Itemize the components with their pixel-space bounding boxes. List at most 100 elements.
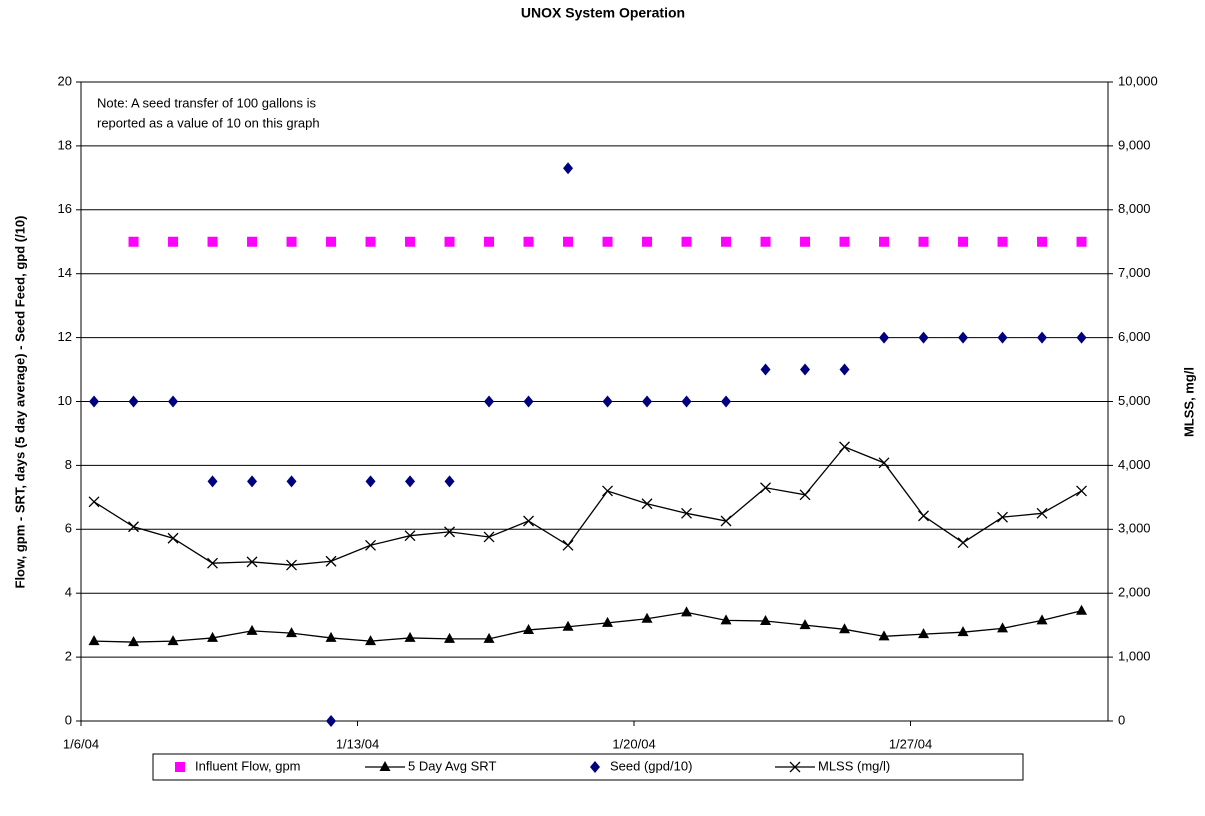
point [602, 485, 613, 497]
point [918, 331, 929, 344]
point [246, 624, 258, 635]
point [1037, 236, 1048, 247]
point [326, 236, 337, 247]
y2-tick-label: 8,000 [1118, 201, 1151, 216]
line [93, 446, 1082, 566]
point [563, 236, 574, 247]
point [799, 489, 811, 501]
chart-title: UNOX System Operation [521, 5, 685, 21]
point [444, 236, 455, 247]
y-tick-label: 4 [65, 585, 72, 600]
point [404, 631, 416, 642]
y-tick-label: 6 [65, 521, 72, 536]
point [484, 236, 495, 247]
y-tick-label: 2 [65, 649, 72, 664]
point [878, 630, 890, 641]
y2-tick-label: 5,000 [1118, 393, 1151, 408]
point [839, 623, 851, 634]
point [1076, 485, 1087, 497]
y-tick-label: 8 [65, 457, 72, 472]
point [207, 475, 218, 488]
point [1076, 604, 1088, 615]
point [523, 623, 535, 634]
point [1036, 614, 1048, 625]
point [404, 530, 416, 542]
legend-marker [175, 762, 185, 772]
point [286, 475, 297, 488]
point [167, 635, 179, 646]
point [720, 515, 732, 527]
legend-label: MLSS (mg/l) [818, 758, 890, 773]
point [839, 363, 850, 376]
point [997, 236, 1008, 247]
annotation: reported as a value of 10 on this graph [97, 115, 320, 130]
point [405, 236, 416, 247]
point [88, 635, 100, 646]
point [602, 395, 613, 408]
point [207, 631, 219, 642]
point [760, 363, 771, 376]
point [760, 236, 771, 247]
point [602, 236, 613, 247]
point [286, 559, 297, 571]
legend-marker [379, 761, 391, 771]
point [523, 515, 534, 527]
point [641, 498, 653, 510]
point [562, 539, 574, 551]
y-tick-label: 12 [58, 329, 72, 344]
point [918, 628, 930, 639]
point [405, 475, 416, 488]
point [88, 496, 100, 508]
legend-marker [590, 761, 600, 773]
x-tick-label: 1/13/04 [336, 736, 379, 751]
y-tick-label: 18 [58, 137, 72, 152]
y-axis-title: Flow, gpm - SRT, days (5 day average) - … [12, 216, 27, 589]
point [681, 236, 692, 247]
x-tick-label: 1/27/04 [889, 736, 932, 751]
point [957, 537, 969, 549]
point [1076, 331, 1087, 344]
point [760, 482, 771, 494]
point [958, 331, 969, 344]
point [207, 557, 218, 569]
point [879, 236, 890, 247]
y-tick-label: 20 [58, 73, 72, 88]
point [128, 395, 139, 408]
point [1076, 236, 1087, 247]
point [720, 614, 732, 625]
point [483, 531, 495, 543]
point [681, 395, 692, 408]
point [207, 236, 218, 247]
point [167, 532, 179, 544]
point [721, 236, 732, 247]
legend-label: Influent Flow, gpm [195, 758, 301, 773]
point [800, 363, 811, 376]
point [168, 236, 179, 247]
y-tick-label: 16 [58, 201, 72, 216]
point [286, 627, 298, 638]
point [365, 475, 376, 488]
point [1036, 507, 1048, 519]
point [365, 539, 376, 551]
legend-marker [789, 761, 801, 773]
point [484, 395, 495, 408]
y2-tick-label: 2,000 [1118, 585, 1151, 600]
x-tick-label: 1/6/04 [63, 736, 99, 751]
point [602, 616, 614, 627]
point [760, 614, 772, 625]
point [958, 236, 969, 247]
point [799, 619, 811, 630]
point [483, 632, 495, 643]
legend-box [152, 753, 1024, 781]
y2-axis-title: MLSS, mg/l [1181, 367, 1196, 437]
y2-tick-label: 6,000 [1118, 329, 1151, 344]
point [444, 475, 455, 488]
y-tick-label: 0 [65, 712, 72, 727]
point [325, 631, 337, 642]
point [642, 236, 653, 247]
point [997, 511, 1008, 523]
point [523, 236, 534, 247]
point [957, 626, 969, 637]
point [89, 395, 100, 408]
